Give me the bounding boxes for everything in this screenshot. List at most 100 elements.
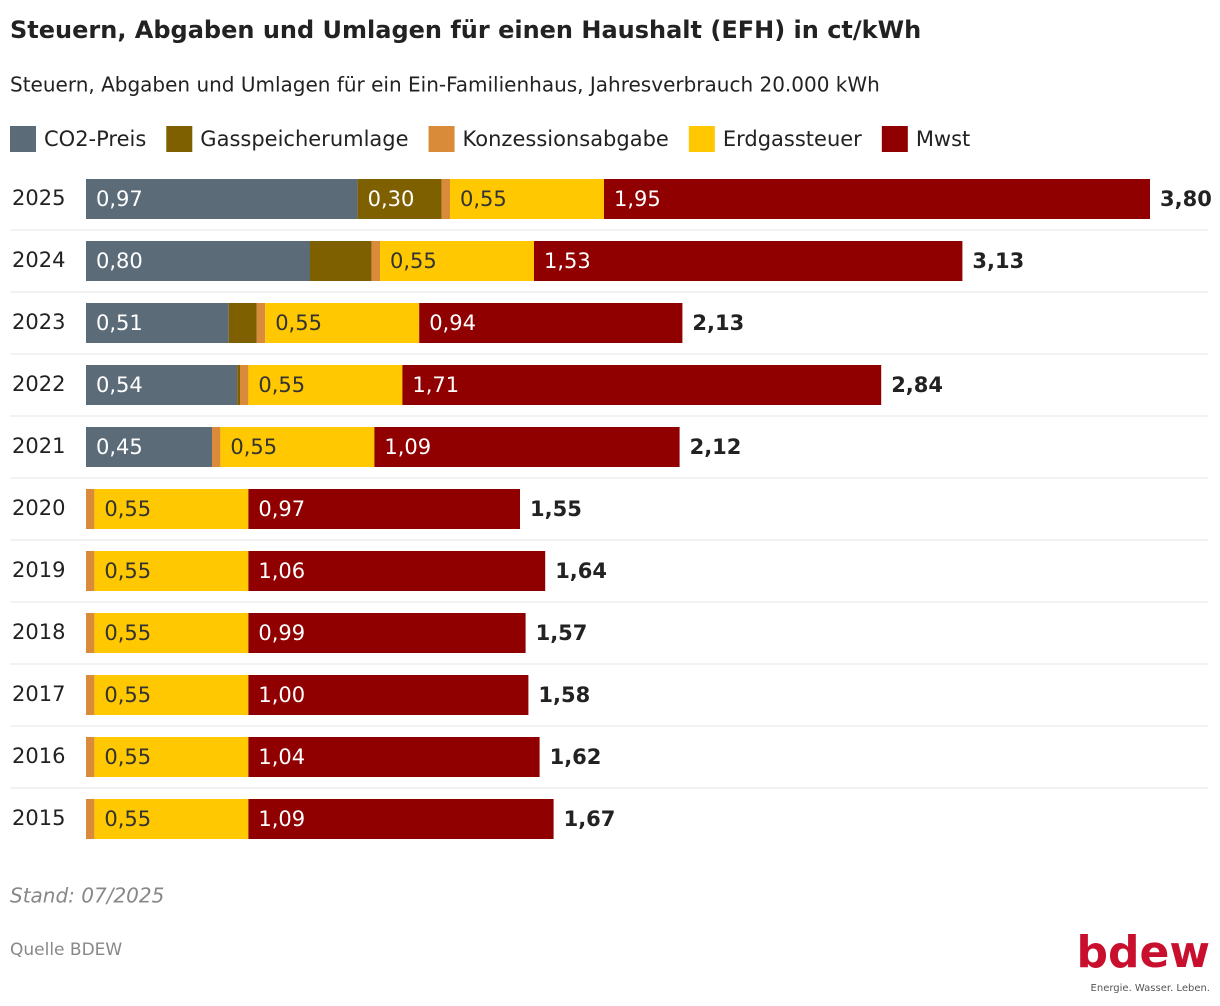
- legend-swatch: [881, 126, 908, 152]
- bar-segment: [441, 179, 450, 219]
- bar-value-label: 0,54: [96, 373, 143, 397]
- bar-segment: [419, 303, 683, 343]
- bar-segment: [94, 737, 249, 777]
- y-tick-label: 2019: [12, 558, 65, 582]
- bar-segment: [237, 365, 240, 405]
- bar-segment: [94, 799, 249, 839]
- bar-value-label: 1,71: [412, 373, 459, 397]
- bar-segment: [212, 427, 221, 467]
- bar-segment: [94, 489, 249, 529]
- legend-label: Mwst: [916, 127, 970, 151]
- bar-segment: [86, 303, 229, 343]
- y-tick-label: 2016: [12, 744, 65, 768]
- total-label: 1,57: [536, 621, 588, 645]
- chart-title: Steuern, Abgaben und Umlagen für einen H…: [10, 16, 921, 44]
- bar-value-label: 0,55: [104, 559, 151, 583]
- bar-value-label: 1,95: [614, 187, 661, 211]
- legend-label: Konzessionsabgabe: [463, 127, 669, 151]
- bar-segment: [86, 613, 95, 653]
- y-tick-label: 2022: [12, 372, 65, 396]
- bar-value-label: 0,99: [258, 621, 305, 645]
- total-label: 3,80: [1160, 187, 1212, 211]
- bar-segment: [248, 365, 403, 405]
- bar-value-label: 1,09: [384, 435, 431, 459]
- total-label: 1,67: [564, 807, 616, 831]
- bar-segment: [380, 241, 534, 281]
- y-tick-label: 2018: [12, 620, 65, 644]
- bar-value-label: 0,97: [258, 497, 305, 521]
- total-label: 2,12: [690, 435, 742, 459]
- bar-value-label: 0,55: [104, 683, 151, 707]
- total-label: 2,84: [891, 373, 943, 397]
- bar-segment: [86, 179, 358, 219]
- bar-segment: [248, 613, 526, 653]
- y-tick-label: 2023: [12, 310, 65, 334]
- bar-value-label: 0,55: [104, 807, 151, 831]
- bar-value-label: 0,55: [460, 187, 507, 211]
- bar-value-label: 0,55: [104, 497, 151, 521]
- bar-value-label: 0,30: [368, 187, 415, 211]
- bar-segment: [86, 551, 95, 591]
- bar-segment: [86, 675, 95, 715]
- legend-swatch: [428, 126, 455, 152]
- logo-name: bdew: [1077, 927, 1210, 978]
- bar-segment: [86, 365, 238, 405]
- total-label: 1,64: [555, 559, 607, 583]
- bar-segment: [604, 179, 1150, 219]
- y-tick-label: 2015: [12, 806, 65, 830]
- bar-segment: [94, 613, 249, 653]
- total-label: 1,55: [530, 497, 582, 521]
- bar-segment: [534, 241, 963, 281]
- y-tick-label: 2024: [12, 248, 65, 272]
- bar-value-label: 0,94: [429, 311, 476, 335]
- bar-segment: [248, 799, 554, 839]
- bar-value-label: 0,55: [104, 621, 151, 645]
- legend-label: Gasspeicherumlage: [200, 127, 408, 151]
- bar-segment: [248, 489, 520, 529]
- bar-value-label: 0,55: [390, 249, 437, 273]
- bar-value-label: 1,04: [258, 745, 305, 769]
- bar-segment: [228, 303, 257, 343]
- bar-value-label: 0,55: [258, 373, 305, 397]
- bar-value-label: 0,80: [96, 249, 143, 273]
- y-tick-label: 2017: [12, 682, 65, 706]
- bar-segment: [248, 675, 529, 715]
- bar-value-label: 0,45: [96, 435, 143, 459]
- bar-segment: [248, 551, 546, 591]
- legend-swatch: [688, 126, 715, 152]
- bar-value-label: 1,06: [258, 559, 305, 583]
- bar-segment: [86, 737, 95, 777]
- bar-segment: [357, 179, 442, 219]
- y-tick-label: 2021: [12, 434, 65, 458]
- bar-segment: [310, 241, 372, 281]
- bar-segment: [450, 179, 604, 219]
- bar-value-label: 1,00: [258, 683, 305, 707]
- source: Quelle BDEW: [10, 940, 122, 960]
- bar-segment: [94, 675, 249, 715]
- bar-segment: [86, 799, 95, 839]
- legend-label: Erdgassteuer: [723, 127, 862, 151]
- bar-segment: [240, 365, 249, 405]
- total-label: 2,13: [692, 311, 744, 335]
- bar-value-label: 0,55: [104, 745, 151, 769]
- legend-label: CO2-Preis: [44, 127, 146, 151]
- bar-value-label: 1,09: [258, 807, 305, 831]
- total-label: 1,58: [538, 683, 590, 707]
- bar-value-label: 1,53: [544, 249, 591, 273]
- chart-subtitle: Steuern, Abgaben und Umlagen für ein Ein…: [10, 73, 880, 97]
- bar-segment: [374, 427, 680, 467]
- legend-swatch: [166, 126, 193, 152]
- total-label: 3,13: [972, 249, 1024, 273]
- bar-segment: [248, 737, 540, 777]
- bar-segment: [86, 241, 310, 281]
- bar-value-label: 0,55: [275, 311, 322, 335]
- bar-value-label: 0,51: [96, 311, 143, 335]
- note: Stand: 07/2025: [10, 884, 164, 908]
- legend-swatch: [10, 126, 36, 152]
- logo-tagline: Energie. Wasser. Leben.: [1091, 983, 1210, 994]
- bar-segment: [371, 241, 380, 281]
- bar-segment: [86, 489, 95, 529]
- y-tick-label: 2020: [12, 496, 65, 520]
